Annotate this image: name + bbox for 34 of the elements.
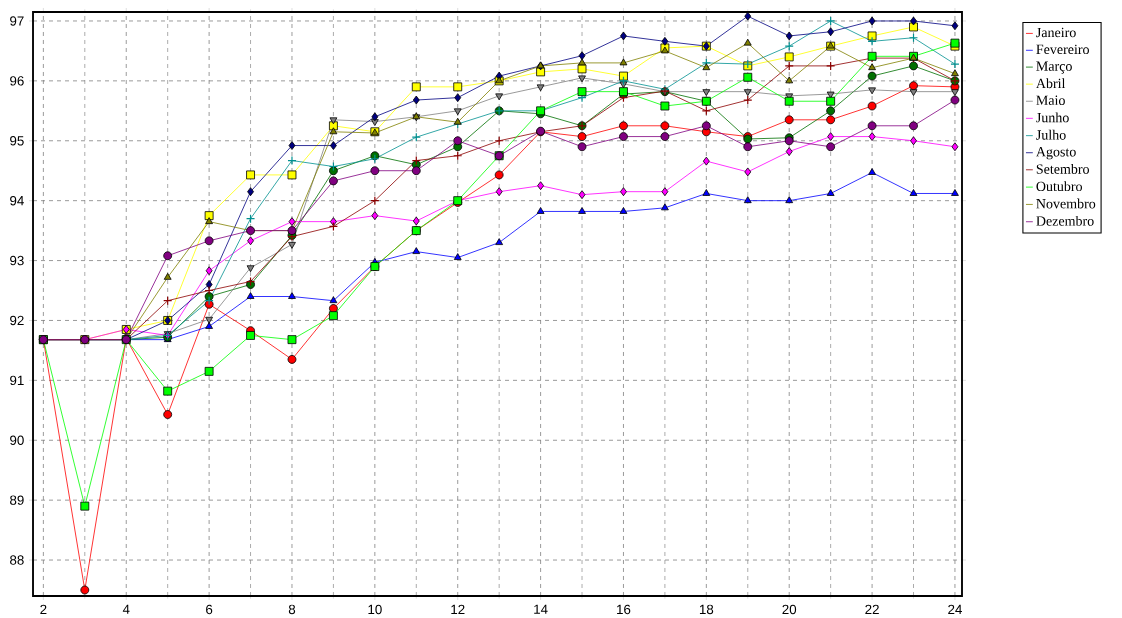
x-tick-label: 12 [451,604,465,615]
legend-label: Fevereiro [1036,44,1089,55]
x-tick-label: 22 [865,604,879,615]
x-tick-label: 6 [206,604,213,615]
legend-label: Julho [1036,129,1066,140]
x-tick-label: 14 [534,604,548,614]
y-tick-label: 95 [10,136,24,146]
y-tick-label: 90 [10,435,24,445]
x-tick-label: 2 [40,604,47,615]
legend-label: Janeiro [1036,27,1076,38]
y-tick-label: 92 [10,315,24,326]
y-tick-label: 96 [10,76,24,86]
x-tick-label: 10 [368,604,382,615]
x-tick-label: 8 [288,604,296,615]
legend-label: Março [1036,61,1072,74]
y-tick-label: 94 [10,195,24,206]
legend-label: Setembro [1036,163,1089,174]
y-tick-label: 91 [10,375,24,386]
y-tick-label: 88 [10,555,24,565]
y-tick-label: 97 [10,16,24,26]
x-tick-label: 16 [617,604,631,615]
legend-label: Abril [1036,78,1066,89]
legend-label: Novembro [1036,198,1096,209]
x-tick-label: 24 [948,604,962,615]
x-tick-label: 4 [122,604,130,614]
legend-label: Dezembro [1036,215,1094,226]
legend-label: Junho [1036,112,1069,123]
y-tick-label: 93 [10,255,24,266]
legend-label: Outubro [1036,181,1082,192]
legend-label: Agosto [1036,147,1076,160]
y-tick-label: 89 [10,495,24,505]
legend-label: Maio [1036,95,1065,106]
x-tick-label: 20 [782,604,797,615]
x-tick-label: 18 [699,604,714,615]
